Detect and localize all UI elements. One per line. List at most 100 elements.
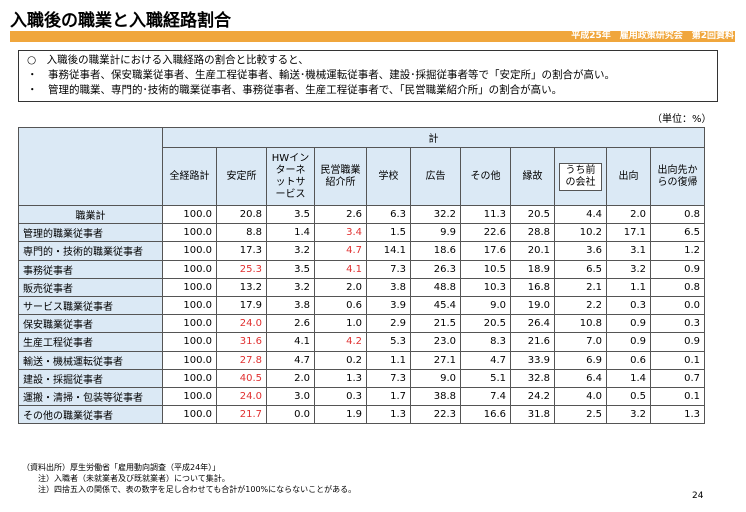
table-cell: 100.0 [162, 223, 217, 243]
table-cell: 7.0 [554, 332, 607, 352]
table-cell: 100.0 [162, 386, 217, 407]
table-cell: 9.9 [410, 223, 461, 243]
table-cell: 20.5 [460, 314, 511, 334]
table-cell: 0.5 [606, 386, 651, 407]
table-cell: 0.8 [650, 204, 705, 225]
header-bar [10, 31, 735, 42]
table-cell: 2.5 [554, 405, 607, 425]
column-header: その他 [460, 147, 511, 206]
table-cell: 21.7 [216, 405, 267, 425]
table-cell: 22.3 [410, 405, 461, 425]
table-cell: 2.2 [554, 295, 607, 316]
table-row: 輸送・機械運転従事者 100.0 27.8 4.7 0.2 1.1 27.1 4.7 33.9 6… [18, 350, 705, 370]
table-cell: 3.2 [606, 259, 651, 279]
table-cell: 1.4 [266, 223, 315, 243]
table-cell: 21.5 [410, 314, 461, 334]
table-cell: 17.6 [460, 241, 511, 261]
table-cell: 31.6 [216, 332, 267, 352]
table-cell: 10.3 [460, 277, 511, 297]
column-header: 民営職業紹介所 [314, 147, 367, 206]
table-cell: 100.0 [162, 350, 217, 370]
table-cell: 38.8 [410, 386, 461, 407]
note-line: 注）入職者（未就業者及び既就業者）について集計。 [22, 474, 230, 483]
table-cell: 33.9 [510, 350, 555, 370]
table-cell: 8.8 [216, 223, 267, 243]
table-cell: 10.2 [554, 223, 607, 243]
table-cell: 20.8 [216, 204, 267, 225]
table-cell: 0.9 [606, 332, 651, 352]
table-cell: 17.9 [216, 295, 267, 316]
table-cell: 2.0 [266, 368, 315, 388]
table-cell: 0.9 [606, 314, 651, 334]
table-cell: 10.8 [554, 314, 607, 334]
table-cell: 40.5 [216, 368, 267, 388]
table-cell: 9.0 [410, 368, 461, 388]
table-cell: 1.7 [366, 386, 411, 407]
table-cell: 3.5 [266, 259, 315, 279]
table-cell: 4.2 [314, 332, 367, 352]
table-cell: 3.2 [606, 405, 651, 425]
table-cell: 0.8 [650, 277, 705, 297]
corner-header [18, 127, 163, 206]
column-header: 全経路計 [162, 147, 217, 206]
table-cell: 0.0 [266, 405, 315, 425]
table-cell: 27.8 [216, 350, 267, 370]
table-cell: 24.0 [216, 314, 267, 334]
table-cell: 7.3 [366, 259, 411, 279]
table-cell: 3.8 [266, 295, 315, 316]
table-cell: 5.3 [366, 332, 411, 352]
column-header: 学校 [366, 147, 411, 206]
table-cell: 0.6 [606, 350, 651, 370]
table-cell: 6.9 [554, 350, 607, 370]
table-cell: 1.0 [314, 314, 367, 334]
table-cell: 48.8 [410, 277, 461, 297]
table-cell: 32.2 [410, 204, 461, 225]
table-cell: 17.1 [606, 223, 651, 243]
table-cell: 19.0 [510, 295, 555, 316]
table-cell: 6.4 [554, 368, 607, 388]
table-cell: 31.8 [510, 405, 555, 425]
table-cell: 25.3 [216, 259, 267, 279]
row-label: 生産工程従事者 [18, 332, 163, 352]
column-header: HWインターネットサービス [266, 147, 315, 206]
table-row: 運搬・清掃・包装等従事者 100.0 24.0 3.0 0.3 1.7 38.8 7.4 24.… [18, 386, 705, 407]
table-cell: 24.0 [216, 386, 267, 407]
table-cell: 0.7 [650, 368, 705, 388]
table-row: 保安職業従事者 100.0 24.0 2.6 1.0 2.9 21.5 20.5 26.4 10.… [18, 314, 705, 334]
table-cell: 3.8 [366, 277, 411, 297]
table-cell: 2.9 [366, 314, 411, 334]
table-cell: 3.2 [266, 241, 315, 261]
summary-line: ・ 管理的職業、専門的･技術的職業従事者、事務従事者、生産工程従事者で、「民営職… [27, 84, 563, 96]
notes: （資料出所）厚生労働省「雇用動向調査（平成24年）」 注）入職者（未就業者及び既… [22, 462, 356, 495]
table-row: 建設・採掘従事者 100.0 40.5 2.0 1.3 7.3 9.0 5.1 32.8 6.4 1… [18, 368, 705, 388]
table-cell: 23.0 [410, 332, 461, 352]
row-label: 販売従事者 [18, 277, 163, 297]
page-number: 24 [692, 491, 704, 501]
table-cell: 1.4 [606, 368, 651, 388]
table-row: サービス職業従事者 100.0 17.9 3.8 0.6 3.9 45.4 9.0 19.0 2.… [18, 295, 705, 316]
page-title: 入職後の職業と入職経路割合 [10, 11, 231, 31]
table-cell: 2.0 [314, 277, 367, 297]
row-label: 専門的・技術的職業従事者 [18, 241, 163, 261]
table-cell: 4.4 [554, 204, 607, 225]
summary-box: ○ 入職後の職業計における入職経路の割合と比較すると、 ・ 事務従事者、保安職業… [18, 50, 718, 102]
row-label: 保安職業従事者 [18, 314, 163, 334]
table-cell: 20.5 [510, 204, 555, 225]
table-cell: 18.9 [510, 259, 555, 279]
table-cell: 22.6 [460, 223, 511, 243]
table-cell: 1.3 [366, 405, 411, 425]
table-cell: 16.6 [460, 405, 511, 425]
table-cell: 20.1 [510, 241, 555, 261]
table-cell: 6.5 [554, 259, 607, 279]
group-header: 計 [162, 127, 705, 148]
table-cell: 1.3 [314, 368, 367, 388]
table-cell: 2.1 [554, 277, 607, 297]
table-cell: 100.0 [162, 204, 217, 225]
table-cell: 13.2 [216, 277, 267, 297]
table-cell: 7.3 [366, 368, 411, 388]
table-cell: 0.9 [650, 332, 705, 352]
table-cell: 17.3 [216, 241, 267, 261]
table-cell: 2.0 [606, 204, 651, 225]
table-row: 専門的・技術的職業従事者 100.0 17.3 3.2 4.7 14.1 18.6 17.6 2… [18, 241, 705, 261]
table-cell: 2.6 [314, 204, 367, 225]
